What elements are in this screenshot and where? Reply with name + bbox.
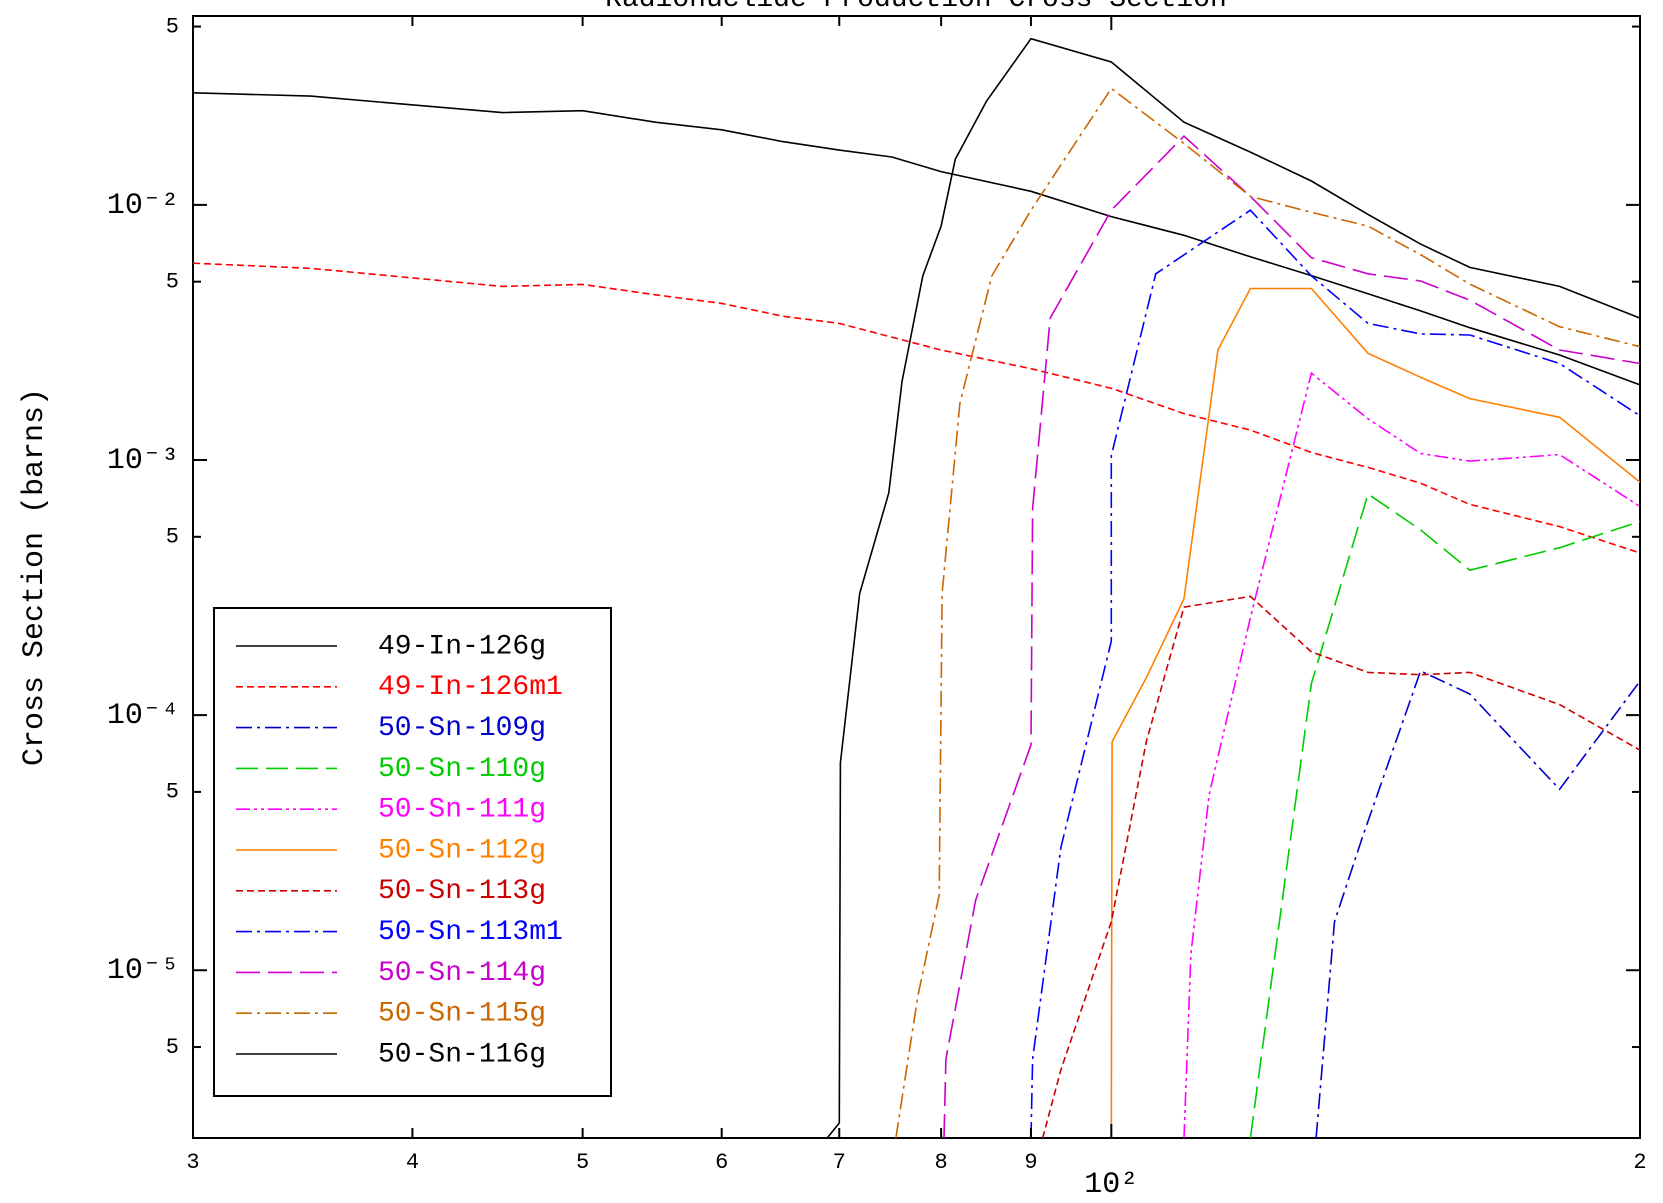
y-axis-label: Cross Section (barns): [18, 388, 52, 766]
legend-label: 50-Sn-112g: [378, 835, 546, 866]
plot-area: [193, 37, 1640, 1138]
legend-label: 50-Sn-110g: [378, 754, 546, 785]
y-tick-label: 5: [166, 780, 179, 805]
series-line: [193, 262, 1640, 554]
legend-label: 49-In-126g: [378, 631, 546, 662]
y-tick-label: 5: [166, 1035, 179, 1060]
series-line: [895, 87, 1640, 1138]
x-tick-label: 8: [935, 1150, 948, 1175]
y-tick-label: 5: [166, 14, 179, 39]
series-line: [826, 37, 1640, 1138]
series-line: [1041, 595, 1640, 1138]
legend-label: 50-Sn-116g: [378, 1039, 546, 1070]
chart-title: Radionuclide Production Cross Section: [605, 0, 1227, 15]
legend-label: 50-Sn-109g: [378, 713, 546, 744]
x-tick-label: 4: [406, 1150, 419, 1175]
series-line: [1110, 287, 1640, 1138]
series-line: [193, 92, 1640, 386]
x-tick-label: 7: [833, 1150, 846, 1175]
legend-label: 50-Sn-111g: [378, 795, 546, 826]
series-line: [1249, 492, 1640, 1138]
y-tick-label: 5: [166, 269, 179, 294]
series-line: [1315, 669, 1640, 1138]
legend-label: 49-In-126m1: [378, 672, 563, 703]
x-tick-label: 9: [1024, 1150, 1037, 1175]
series-line: [1030, 209, 1640, 1138]
legend-box: [213, 607, 612, 1097]
y-tick-label: 10⁻³: [107, 444, 179, 478]
x-tick-label: 6: [715, 1150, 728, 1175]
series-line: [943, 134, 1640, 1138]
y-tick-label: 10⁻²: [107, 189, 179, 223]
x-tick-label: 3: [186, 1150, 199, 1175]
x-tick-label: 2: [1633, 1150, 1646, 1175]
y-tick-label: 5: [166, 525, 179, 550]
x-tick-label: 5: [576, 1150, 589, 1175]
legend-label: 50-Sn-114g: [378, 958, 546, 989]
y-tick-label: 10⁻⁴: [107, 699, 179, 733]
legend-label: 50-Sn-113m1: [378, 917, 563, 948]
x-tick-label: 10²: [1084, 1168, 1138, 1202]
legend-label: 50-Sn-115g: [378, 999, 546, 1030]
legend-label: 50-Sn-113g: [378, 876, 546, 907]
series-line: [1183, 371, 1640, 1138]
y-tick-label: 10⁻⁵: [107, 954, 179, 988]
plot-frame: [192, 15, 1641, 1139]
